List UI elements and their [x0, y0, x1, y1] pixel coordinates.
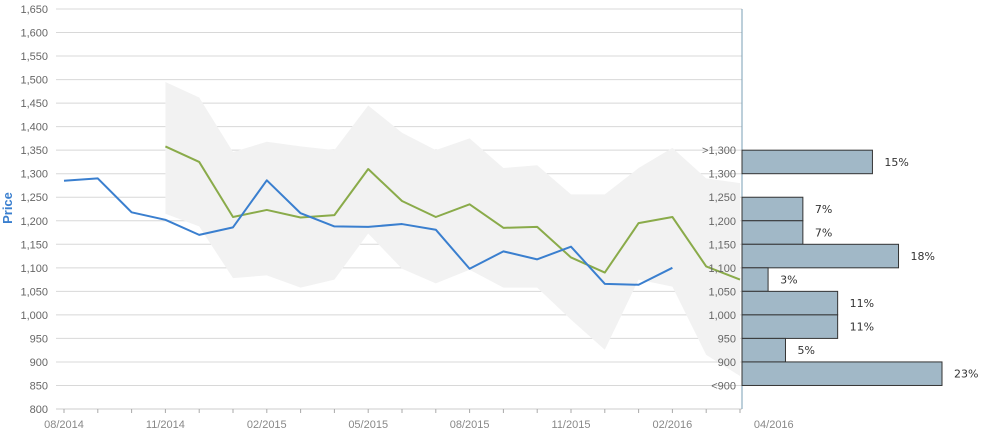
price-line: [63, 177, 673, 286]
y-tick-label: 1,400: [20, 122, 48, 134]
x-tick-label: 02/2016: [653, 419, 693, 431]
distribution-bar: [741, 290, 839, 316]
y-tick-label: 1,200: [20, 216, 48, 228]
forecast-line: [164, 145, 741, 281]
y-tick-label: 1,250: [20, 192, 48, 204]
distribution-bar-label: 11%: [850, 297, 874, 310]
y-tick-label: 1,300: [20, 169, 48, 181]
distribution-bar-label: 5%: [797, 344, 814, 357]
y-tick-label: 900: [30, 357, 48, 369]
forecast-range-area: [165, 81, 740, 377]
distribution-tick-label: <900: [711, 380, 736, 392]
distribution-tick-label: 1,000: [708, 310, 736, 322]
distribution-tick-label: 900: [718, 357, 736, 369]
series-lines: [63, 145, 741, 286]
distribution-bar: [741, 267, 769, 292]
distribution-bar: [741, 220, 804, 245]
distribution-tick-label: 1,250: [708, 192, 736, 204]
y-tick-label: 1,600: [20, 28, 48, 40]
distribution-tick-label: 1,150: [708, 239, 736, 251]
axes: 800 850 900 950 1,000 1,050 1,100 1,150 1,200 1,2…: [20, 4, 793, 431]
distribution-bar: [741, 361, 943, 386]
x-tick-label: 04/2016: [754, 419, 794, 431]
x-tick-label: 05/2015: [348, 419, 388, 431]
distribution-bar-label: 11%: [850, 321, 874, 334]
distribution-tick-label: 1,100: [708, 263, 736, 275]
y-tick-label: 1,000: [20, 310, 48, 322]
distribution-tick-label: 1,200: [708, 216, 736, 228]
distribution-tick-label: >1,300: [702, 145, 736, 157]
y-tick-label: 1,650: [20, 4, 48, 16]
distribution-tick-label: 1,300: [708, 169, 736, 181]
x-tick-label: 11/2015: [552, 419, 591, 431]
distribution-tick-label: 950: [718, 333, 736, 345]
distribution-bar-label: 23%: [954, 368, 978, 381]
y-tick-label: 1,150: [20, 239, 48, 251]
x-tick-label: 11/2014: [146, 419, 185, 431]
distribution-bar-label: 18%: [911, 250, 935, 263]
distribution-tick-label: 1,050: [708, 286, 736, 298]
distribution-bar: [741, 314, 839, 339]
y-axis-label: Price: [0, 192, 15, 224]
x-tick-label: 08/2015: [450, 419, 490, 431]
distribution-bar-label: 15%: [884, 156, 908, 169]
x-tick-label: 02/2015: [247, 419, 287, 431]
distribution-bar-label: 7%: [815, 203, 832, 216]
distribution-bar: [741, 243, 900, 269]
y-tick-label: 1,100: [20, 263, 48, 275]
distribution-bars: 15% 7% 7% 18% 3% 11% 11% 5% 23%: [741, 149, 978, 386]
y-tick-label: 800: [30, 404, 48, 416]
y-tick-label: 850: [30, 380, 48, 392]
y-tick-label: 950: [30, 333, 48, 345]
distribution-bar-label: 7%: [815, 227, 832, 240]
y-tick-label: 1,500: [20, 75, 48, 87]
y-tick-label: 1,350: [20, 145, 48, 157]
x-tick-label: 08/2014: [44, 419, 84, 431]
distribution-bar: [741, 337, 786, 363]
distribution-bar-label: 3%: [780, 274, 797, 287]
y-tick-label: 1,550: [20, 51, 48, 63]
y-tick-label: 1,450: [20, 98, 48, 110]
distribution-bar: [741, 196, 804, 222]
distribution-bar: [741, 149, 873, 175]
forecast-range-band: [165, 81, 740, 377]
y-tick-label: 1,050: [20, 286, 48, 298]
